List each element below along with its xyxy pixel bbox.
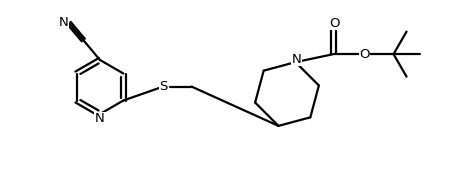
Text: N: N — [292, 53, 301, 66]
Text: N: N — [58, 16, 68, 29]
Text: O: O — [329, 17, 340, 30]
Text: S: S — [159, 80, 168, 93]
Text: N: N — [95, 113, 105, 126]
Text: O: O — [359, 48, 370, 61]
